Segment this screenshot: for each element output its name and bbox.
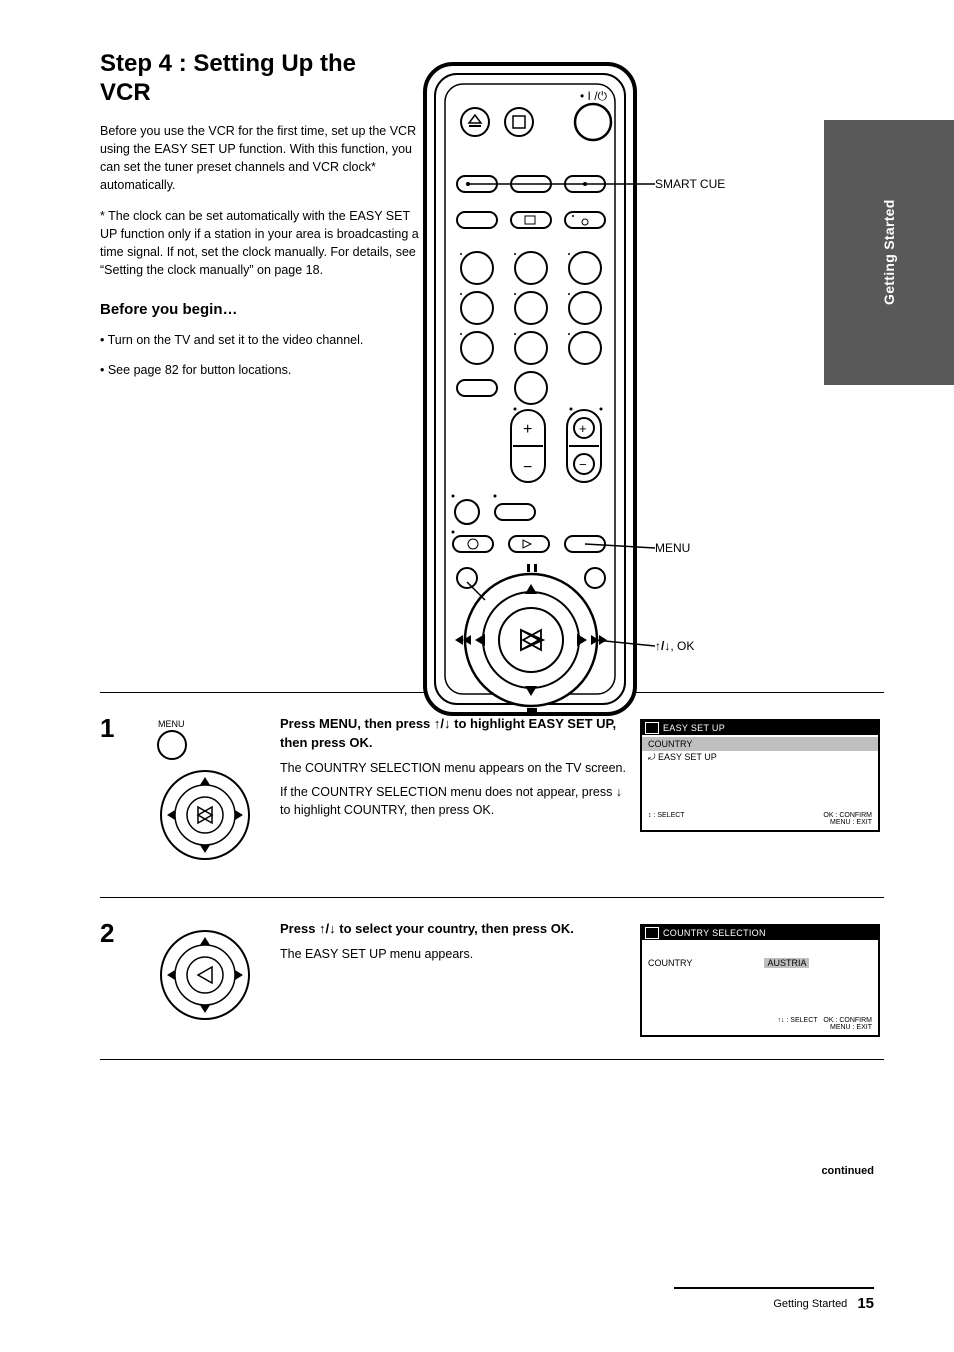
step-1-text: Press MENU, then press ↑/↓ to highlight …	[280, 715, 630, 825]
footer-label: Getting Started	[773, 1298, 847, 1310]
osd-label: COUNTRY	[648, 958, 764, 968]
hint-right: OK : CONFIRM	[823, 812, 872, 819]
section-tab: Getting Started	[824, 120, 954, 385]
osd-hints: ↕ : SELECT OK : CONFIRM MENU : EXIT	[642, 809, 878, 830]
step-1-icons: MENU	[150, 715, 270, 875]
updown-icon: ↑/↓	[655, 639, 670, 653]
hint-left: ↑↓ : SELECT	[777, 1017, 817, 1024]
osd-row: COUNTRY AUSTRIA	[642, 956, 878, 970]
page-title: Step 4 : Setting Up the VCR	[100, 50, 360, 108]
page-footer: Getting Started 15	[674, 1287, 874, 1312]
step-2-icons	[150, 920, 270, 1030]
osd-label: ⤾ EASY SET UP	[648, 752, 764, 763]
step-line: The EASY SET UP menu appears.	[280, 945, 630, 963]
menu-icon	[645, 722, 659, 734]
step-1-osd: EASY SET UP COUNTRY ⤾ EASY SET UP	[640, 715, 884, 832]
osd-titlebar: COUNTRY SELECTION	[642, 926, 878, 940]
rule	[100, 1059, 884, 1060]
osd-label: COUNTRY	[648, 739, 764, 749]
page-number: 15	[857, 1295, 874, 1312]
continued-label: continued	[821, 1165, 874, 1177]
osd-row: ⤾ EASY SET UP	[642, 751, 878, 765]
rule	[100, 897, 884, 898]
svg-text:−: −	[579, 457, 587, 472]
hint-right: OK : CONFIRM	[823, 1017, 872, 1024]
step-2-osd: COUNTRY SELECTION COUNTRY AUSTRIA ↑↓ : S	[640, 920, 884, 1037]
svg-text:• I /⏻: • I /⏻	[580, 89, 608, 103]
osd-value: AUSTRIA	[764, 958, 872, 968]
menu-icon	[645, 927, 659, 939]
osd-titlebar: EASY SET UP	[642, 721, 878, 735]
svg-text:MENU: MENU	[158, 719, 185, 729]
hint-right: MENU : EXIT	[830, 819, 872, 826]
osd-menu: EASY SET UP COUNTRY ⤾ EASY SET UP	[640, 719, 880, 832]
step-1: 1 MENU	[100, 703, 884, 887]
step-line: The COUNTRY SELECTION menu appears on th…	[280, 759, 630, 777]
remote-illustration: • I /⏻	[335, 60, 835, 720]
svg-text:−: −	[523, 459, 532, 476]
callout-smart-cue: SMART CUE	[655, 178, 725, 190]
svg-text:+: +	[523, 421, 532, 438]
step-line: Press MENU, then press ↑/↓ to highlight …	[280, 715, 630, 753]
remote-svg: • I /⏻	[335, 60, 655, 720]
step-2-text: Press ↑/↓ to select your country, then p…	[280, 920, 630, 969]
osd-title: EASY SET UP	[663, 723, 725, 733]
hint-left: ↕ : SELECT	[648, 812, 685, 826]
osd-menu: COUNTRY SELECTION COUNTRY AUSTRIA ↑↓ : S	[640, 924, 880, 1037]
page: Getting Started Step 4 : Setting Up the …	[0, 0, 954, 1352]
step-2: 2 Press ↑/↓ to select your country, then…	[100, 908, 884, 1049]
step-number: 1	[100, 715, 140, 741]
step-number: 2	[100, 920, 140, 946]
step-line: Press ↑/↓ to select your country, then p…	[280, 920, 630, 939]
updown-icon: ↑/↓	[319, 921, 336, 936]
osd-hints: ↑↓ : SELECT OK : CONFIRM MENU : EXIT	[642, 1014, 878, 1035]
callout-menu: MENU	[655, 542, 690, 554]
step-line: If the COUNTRY SELECTION menu does not a…	[280, 783, 630, 819]
osd-row: COUNTRY	[642, 737, 878, 751]
svg-text:+: +	[579, 421, 587, 436]
callout-arrows-ok: ↑/↓, ↑/↓, OKOK	[655, 640, 694, 652]
osd-title: COUNTRY SELECTION	[663, 928, 766, 938]
hint-right: MENU : EXIT	[830, 1024, 872, 1031]
